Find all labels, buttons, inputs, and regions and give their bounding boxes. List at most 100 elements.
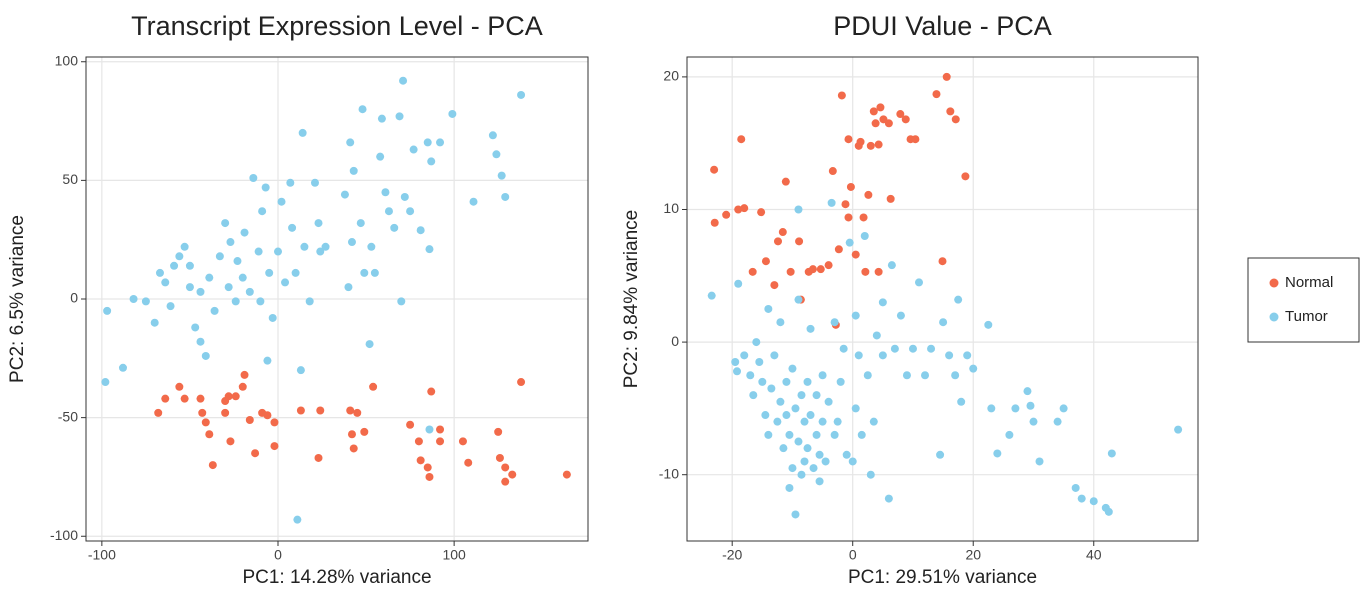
point xyxy=(806,411,815,420)
point xyxy=(314,219,323,228)
point xyxy=(734,205,743,214)
point xyxy=(231,297,240,306)
point xyxy=(377,114,386,123)
point xyxy=(781,177,790,186)
point xyxy=(791,404,800,413)
point xyxy=(722,210,731,219)
legend-swatch xyxy=(1269,278,1279,288)
point xyxy=(1005,430,1014,439)
point xyxy=(395,112,404,121)
point xyxy=(517,90,526,99)
point xyxy=(263,411,272,420)
point xyxy=(812,430,821,439)
point xyxy=(347,238,356,247)
point xyxy=(788,464,797,473)
point xyxy=(427,387,436,396)
point xyxy=(425,425,434,434)
point xyxy=(794,205,803,214)
point xyxy=(205,273,214,282)
point xyxy=(370,268,379,277)
point xyxy=(776,318,785,327)
point xyxy=(844,135,853,144)
point xyxy=(376,152,385,161)
point xyxy=(911,135,920,144)
x-axis-title: PC1: 14.28% variance xyxy=(242,567,431,588)
point xyxy=(869,417,878,426)
point xyxy=(1029,417,1038,426)
point xyxy=(815,450,824,459)
point xyxy=(175,382,184,391)
point xyxy=(175,252,184,261)
point xyxy=(818,417,827,426)
point xyxy=(821,457,830,466)
point xyxy=(390,223,399,232)
point xyxy=(818,371,827,380)
point xyxy=(508,470,517,479)
point xyxy=(409,145,418,154)
point xyxy=(458,437,467,446)
x-tick-label: 0 xyxy=(849,547,857,563)
point xyxy=(293,515,302,524)
point xyxy=(464,458,473,467)
point xyxy=(908,344,917,353)
point xyxy=(837,91,846,100)
point xyxy=(841,200,850,209)
point xyxy=(797,470,806,479)
point xyxy=(794,437,803,446)
point xyxy=(436,425,445,434)
point xyxy=(984,320,993,329)
point xyxy=(201,418,210,427)
point xyxy=(860,232,869,241)
point xyxy=(845,238,854,247)
point xyxy=(249,174,258,182)
point xyxy=(406,420,415,429)
point xyxy=(298,128,307,137)
y-tick-label: -50 xyxy=(58,408,78,424)
point xyxy=(803,444,812,453)
legend: Normal Tumor xyxy=(1247,257,1360,343)
point xyxy=(859,213,868,222)
point xyxy=(749,391,758,400)
point xyxy=(836,377,845,386)
point xyxy=(764,430,773,439)
point xyxy=(300,242,309,251)
point xyxy=(878,351,887,360)
y-tick-label: 100 xyxy=(55,52,79,68)
point xyxy=(914,278,923,287)
point xyxy=(856,137,865,146)
point xyxy=(270,418,279,427)
point xyxy=(384,207,393,216)
point xyxy=(501,463,510,472)
x-tick-label: 40 xyxy=(1086,547,1102,563)
point xyxy=(245,287,254,296)
point xyxy=(198,408,207,417)
point xyxy=(436,138,445,147)
point xyxy=(268,313,277,322)
point xyxy=(118,363,127,372)
point xyxy=(416,226,425,235)
point xyxy=(231,392,240,401)
point xyxy=(737,135,746,144)
point xyxy=(263,356,272,365)
point xyxy=(425,472,434,481)
point xyxy=(208,461,217,470)
point xyxy=(752,338,761,347)
point xyxy=(764,304,773,313)
point xyxy=(240,370,249,379)
point xyxy=(828,167,837,176)
point xyxy=(782,377,791,386)
point xyxy=(448,109,457,118)
chart-title: PDUI Value - PCA xyxy=(833,11,1052,41)
point xyxy=(808,265,817,274)
point xyxy=(839,344,848,353)
point xyxy=(785,430,794,439)
point xyxy=(945,351,954,360)
point xyxy=(902,371,911,380)
point xyxy=(226,238,235,247)
point xyxy=(842,450,851,459)
point xyxy=(884,119,893,128)
point xyxy=(942,72,951,81)
y-axis-title: PC2: 6.5% variance xyxy=(7,215,28,383)
point xyxy=(321,242,330,251)
